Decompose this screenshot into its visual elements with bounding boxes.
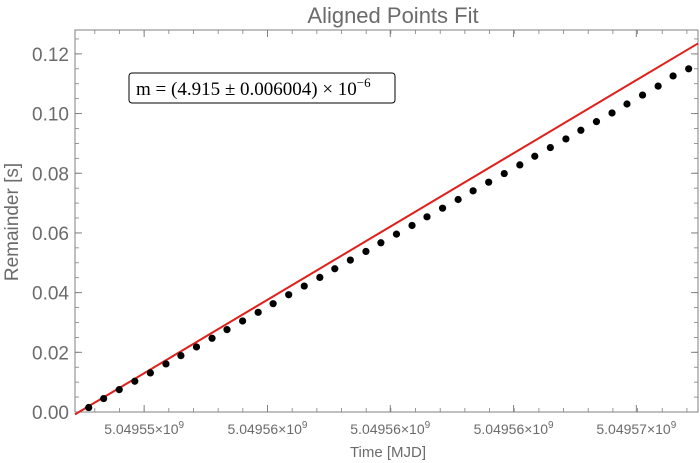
x-tick-label: 5.04957×109	[596, 420, 676, 437]
y-tick-label: 0.06	[32, 224, 69, 245]
data-point	[300, 282, 308, 290]
data-point	[238, 317, 247, 325]
data-point	[469, 187, 477, 195]
y-tick-label: 0.10	[32, 105, 69, 126]
data-point	[654, 82, 662, 90]
y-tick-label: 0.02	[32, 343, 69, 364]
x-tick-label: 5.04956×109	[228, 420, 308, 437]
data-point	[269, 300, 277, 308]
data-point	[592, 118, 601, 126]
data-point	[623, 100, 631, 108]
fit-line	[74, 42, 699, 416]
chart-title: Aligned Points Fit	[307, 3, 478, 28]
data-point	[685, 65, 693, 73]
data-point	[423, 213, 431, 221]
annotation-text: m = (4.915 ± 0.006004) × 10−6	[136, 75, 371, 100]
annotation-prefix: m = (4.915 ± 0.006004) × 10	[136, 79, 357, 100]
slope-annotation: m = (4.915 ± 0.006004) × 10−6	[128, 72, 396, 104]
data-point	[500, 169, 508, 178]
data-point	[454, 195, 462, 204]
data-point	[377, 239, 385, 247]
data-point	[146, 369, 154, 377]
y-axis: 0.00 0.02 0.04 0.06 0.08 0.10 0.12	[32, 38, 698, 424]
x-tick-label: 5.04955×109	[104, 420, 184, 437]
data-point	[638, 91, 647, 99]
data-point	[346, 256, 354, 264]
data-point	[115, 386, 123, 394]
data-point	[100, 394, 108, 403]
plot-border	[74, 29, 699, 413]
y-tick-label: 0.12	[32, 45, 69, 66]
data-point	[208, 334, 216, 342]
data-point	[162, 360, 170, 368]
data-point	[192, 343, 201, 351]
y-tick-label: 0.00	[32, 403, 69, 424]
data-point	[608, 109, 616, 117]
data-point	[392, 230, 401, 238]
data-point	[362, 247, 370, 256]
data-point	[562, 135, 570, 143]
y-tick-label: 0.04	[32, 284, 69, 305]
y-axis-label: Remainder [s]	[2, 163, 23, 281]
data-point	[223, 326, 231, 334]
data-point	[546, 143, 554, 152]
data-point	[438, 204, 447, 212]
fit-line-group	[74, 42, 699, 416]
data-point	[408, 221, 416, 230]
data-point	[331, 265, 339, 273]
plot-frame	[74, 29, 699, 413]
data-point	[254, 308, 262, 316]
y-tick-label: 0.08	[32, 164, 69, 185]
data-point	[577, 126, 585, 134]
data-point	[316, 273, 324, 282]
annotation-exponent: −6	[357, 75, 371, 90]
data-point	[485, 178, 493, 186]
data-point	[516, 161, 524, 169]
x-tick-label: 5.04956×109	[474, 420, 554, 437]
annotation-box	[128, 72, 396, 104]
data-point	[285, 291, 293, 299]
data-point	[85, 403, 93, 412]
data-point	[131, 377, 139, 385]
x-axis: 5.04955×109 5.04956×109 5.04956×109 5.04956…	[94, 30, 688, 437]
x-tick-label: 5.04956×109	[350, 420, 430, 437]
data-points	[85, 65, 693, 412]
data-point	[669, 72, 677, 80]
data-point	[531, 152, 539, 160]
x-axis-label: Time [MJD]	[350, 444, 426, 461]
data-point	[177, 351, 185, 360]
